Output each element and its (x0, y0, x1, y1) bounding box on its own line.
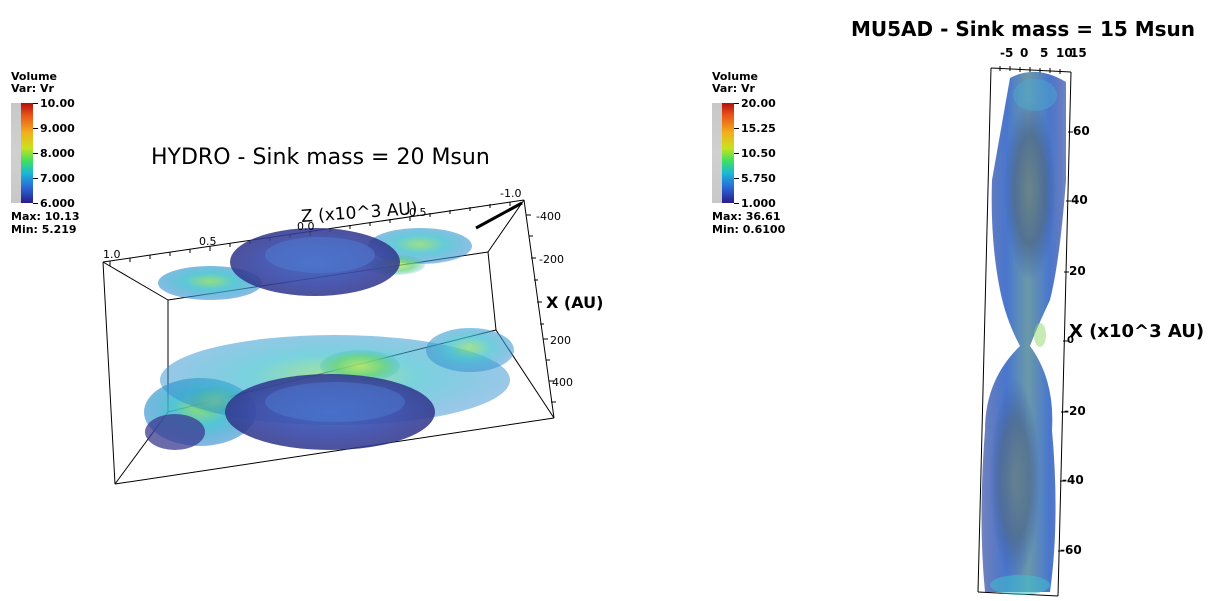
mu5ad-x-tick: 20 (1069, 264, 1086, 278)
mu5ad-x-tick: 0 (1067, 335, 1074, 346)
right-legend-title: Volume (712, 70, 758, 83)
right-legend: Volume Var: Vr 20.00 15.25 10.50 5.750 1… (712, 71, 832, 241)
right-legend-tick: 10.50 (741, 147, 776, 160)
left-legend-tick: 8.000 (40, 147, 75, 160)
mu5ad-top-tick: -5 (1000, 46, 1014, 60)
hydro-x-tick: -400 (536, 210, 561, 223)
mu5ad-x-axis-label: X (x10^3 AU) (1069, 321, 1205, 342)
right-legend-tick: 1.000 (741, 197, 776, 210)
mu5ad-x-tick: 40 (1071, 193, 1088, 207)
left-legend-min: Min: 5.219 (11, 223, 77, 236)
hydro-z-tick: 1.0 (103, 248, 121, 261)
right-colorbar (712, 103, 734, 203)
left-legend: Volume Var: Vr 10.00 9.000 8.000 7.000 6… (11, 71, 131, 241)
hydro-z-tick: 0.5 (199, 235, 217, 248)
hydro-z-tick: 0.0 (297, 220, 315, 233)
left-legend-max: Max: 10.13 (11, 210, 80, 223)
right-legend-tick: 20.00 (741, 97, 776, 110)
mu5ad-top-tick: 0 (1020, 46, 1029, 60)
left-legend-title: Volume (11, 70, 57, 83)
mu5ad-top-tick: 10 (1056, 46, 1073, 60)
right-legend-min: Min: 0.6100 (712, 223, 786, 236)
left-legend-tick: 10.00 (40, 97, 75, 110)
left-colorbar (11, 103, 33, 203)
right-legend-tick: 5.750 (741, 172, 776, 185)
left-legend-var: Var: Vr (11, 82, 54, 95)
hydro-z-tick: -0.5 (405, 206, 427, 219)
hydro-x-tick: -200 (539, 253, 564, 266)
mu5ad-x-tick: -20 (1064, 404, 1086, 418)
mu5ad-title: MU5AD - Sink mass = 15 Msun (851, 17, 1196, 41)
mu5ad-x-tick: -40 (1062, 473, 1084, 487)
left-legend-tick: 9.000 (40, 122, 75, 135)
left-legend-tick: 7.000 (40, 172, 75, 185)
hydro-title: HYDRO - Sink mass = 20 Msun (151, 145, 490, 170)
mu5ad-top-tick: 15 (1070, 46, 1087, 60)
hydro-x-tick: 200 (550, 334, 571, 347)
mu5ad-x-tick: -60 (1060, 543, 1082, 557)
right-legend-var: Var: Vr (712, 82, 755, 95)
left-legend-tick: 6.000 (40, 197, 75, 210)
right-legend-max: Max: 36.61 (712, 210, 781, 223)
hydro-x-axis-label: X (AU) (546, 293, 604, 312)
hydro-x-tick: 400 (552, 376, 573, 389)
mu5ad-top-tick: 5 (1040, 46, 1049, 60)
mu5ad-x-tick: 60 (1073, 124, 1090, 138)
right-legend-tick: 15.25 (741, 122, 776, 135)
hydro-z-tick: -1.0 (500, 187, 522, 200)
